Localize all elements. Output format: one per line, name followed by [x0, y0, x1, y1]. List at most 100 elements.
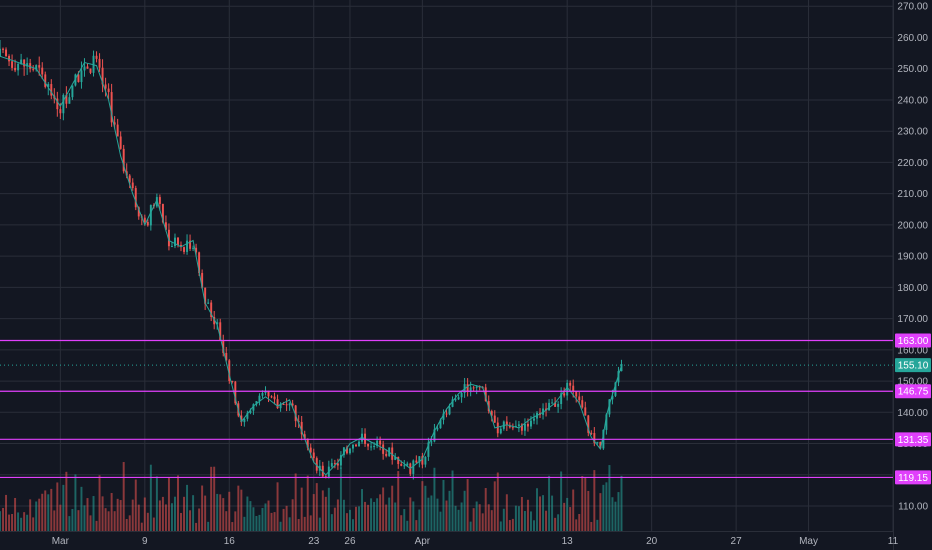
volume-bar [533, 520, 535, 531]
volume-bar [125, 518, 128, 531]
volume-bar [364, 501, 367, 531]
volume-bar [20, 517, 23, 531]
volume-bar [596, 519, 599, 531]
volume-bar [403, 509, 406, 531]
volume-bar [433, 467, 436, 531]
volume-bar [300, 487, 303, 531]
candle-body [460, 392, 463, 398]
volume-bar [367, 504, 370, 531]
candle-body [590, 432, 593, 434]
volume-bar [192, 495, 195, 531]
candle-body [345, 447, 348, 454]
volume-bar [496, 472, 499, 531]
volume-bar [177, 475, 179, 531]
volume-bar [26, 514, 29, 531]
volume-bar [65, 471, 68, 531]
candle-body [80, 70, 83, 83]
candle-body [484, 387, 487, 402]
volume-bar [599, 493, 602, 531]
volume-bar [436, 498, 439, 531]
volume-bar [110, 492, 113, 531]
volume-bar [351, 519, 354, 531]
volume-bar [219, 494, 222, 531]
volume-bar [318, 517, 321, 531]
volume-bar [490, 510, 493, 531]
candle-body [240, 415, 243, 423]
volume-bar [448, 490, 451, 531]
candle-body [520, 424, 523, 431]
candle-body [406, 463, 409, 466]
candle-body [255, 401, 258, 405]
volume-bar [424, 485, 427, 531]
candle-body [490, 411, 493, 416]
volume-bar [237, 485, 240, 531]
volume-bar [195, 522, 198, 531]
volume-bars [0, 462, 623, 531]
volume-bar [240, 489, 243, 531]
volume-bar [345, 513, 348, 531]
volume-bar [557, 514, 560, 531]
volume-bar [249, 501, 252, 531]
volume-bar [146, 512, 149, 531]
volume-bar [451, 470, 454, 531]
candle-body [276, 399, 279, 409]
candle-body [14, 67, 17, 71]
candle-body [517, 424, 520, 426]
candle-body [557, 403, 560, 407]
candle-body [213, 317, 216, 325]
candle-body [436, 428, 439, 430]
candle-body [231, 380, 234, 382]
candle-body [379, 440, 382, 445]
volume-bar [454, 505, 457, 531]
volume-bar [502, 508, 505, 531]
horizontal-levels[interactable] [0, 339, 893, 479]
candle-body [137, 207, 140, 217]
candle-body [596, 441, 599, 443]
time-tick-label: 20 [646, 536, 658, 547]
candle-body [146, 222, 149, 226]
time-tick-label: 23 [308, 536, 320, 547]
volume-bar [198, 508, 201, 531]
candle-body [189, 240, 192, 249]
candle-body [584, 407, 587, 416]
candle-body [222, 340, 225, 353]
volume-bar [590, 521, 593, 531]
candle-body [511, 427, 514, 429]
candle-body [300, 421, 303, 435]
time-axis[interactable]: Mar 9 16 23 26 Apr 13 20 27 May 11 [52, 536, 899, 547]
volume-bar [421, 481, 424, 531]
last-price-tag [895, 358, 931, 373]
volume-bar [113, 511, 116, 531]
candle-body [219, 322, 222, 341]
volume-bar [563, 502, 566, 531]
volume-bar [234, 511, 237, 531]
candle-body [77, 74, 80, 83]
volume-bar [508, 520, 511, 531]
candle-body [62, 94, 65, 114]
volume-bar [0, 511, 1, 531]
volume-bar [536, 488, 538, 531]
candle-body [620, 364, 623, 372]
volume-bar [475, 501, 478, 531]
candle-body [143, 217, 146, 223]
candle-body [23, 59, 26, 67]
last-price-label: 155.10 [898, 361, 929, 372]
candle-body [291, 403, 294, 406]
volume-bar [342, 499, 345, 531]
volume-bar [32, 517, 35, 531]
level-price-label: 146.75 [898, 387, 929, 398]
candle-body [505, 421, 508, 426]
volume-bar [267, 500, 270, 531]
candle-body [587, 415, 590, 433]
candle-body [128, 175, 131, 183]
candle-body [56, 98, 59, 110]
time-tick-label: 13 [562, 536, 574, 547]
volume-bar [397, 471, 400, 531]
candle-body [258, 395, 261, 402]
volume-bar [222, 498, 225, 531]
volume-bar [581, 476, 584, 531]
candle-body [478, 386, 481, 388]
candle-body [110, 92, 113, 123]
volume-bar [539, 496, 542, 531]
